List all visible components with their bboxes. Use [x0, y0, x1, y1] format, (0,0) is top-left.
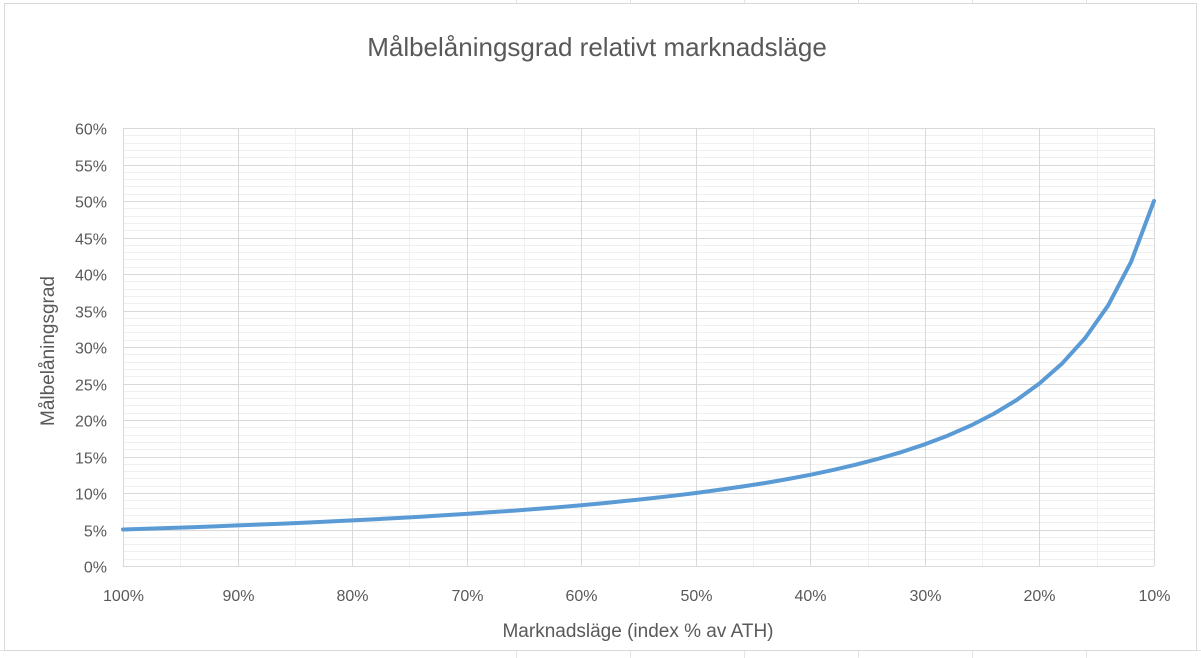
chart-area[interactable]: Målbelåningsgrad relativt marknadsläge 0…	[4, 3, 1197, 651]
y-tick-label: 10%	[75, 487, 107, 504]
y-tick-label: 20%	[75, 414, 107, 431]
x-tick-label: 60%	[565, 588, 597, 605]
x-tick-label: 90%	[222, 588, 254, 605]
line-chart: Målbelåningsgrad relativt marknadsläge 0…	[38, 32, 1171, 642]
series-layer	[121, 199, 1156, 532]
x-axis-tick-labels: 100% 90% 80% 70% 60% 50% 40% 30% 20% 10%	[103, 588, 1170, 605]
y-tick-label: 30%	[75, 341, 107, 358]
y-axis-tick-labels: 0% 5% 10% 15% 20% 25% 30% 35% 40% 45% 50% 55% 60%	[75, 122, 107, 577]
y-tick-label: 45%	[75, 232, 107, 249]
y-axis-label: Målbelåningsgrad	[38, 276, 59, 426]
x-axis-label: Marknadsläge (index % av ATH)	[502, 621, 773, 642]
y-tick-label: 40%	[75, 268, 107, 285]
series-line	[121, 199, 1156, 532]
x-tick-label: 100%	[103, 588, 144, 605]
y-tick-label: 50%	[75, 195, 107, 212]
y-tick-label: 60%	[75, 122, 107, 139]
x-tick-label: 50%	[680, 588, 712, 605]
y-tick-label: 5%	[84, 524, 107, 541]
x-tick-label: 70%	[451, 588, 483, 605]
y-tick-label: 35%	[75, 305, 107, 322]
y-tick-label: 55%	[75, 159, 107, 176]
x-tick-label: 30%	[909, 588, 941, 605]
y-tick-label: 15%	[75, 451, 107, 468]
x-tick-label: 10%	[1138, 588, 1170, 605]
x-tick-label: 20%	[1023, 588, 1055, 605]
x-tick-label: 40%	[794, 588, 826, 605]
major-gridlines	[123, 128, 1155, 567]
y-tick-label: 0%	[84, 560, 107, 577]
y-tick-label: 25%	[75, 378, 107, 395]
x-tick-label: 80%	[336, 588, 368, 605]
chart-title: Målbelåningsgrad relativt marknadsläge	[367, 32, 827, 62]
